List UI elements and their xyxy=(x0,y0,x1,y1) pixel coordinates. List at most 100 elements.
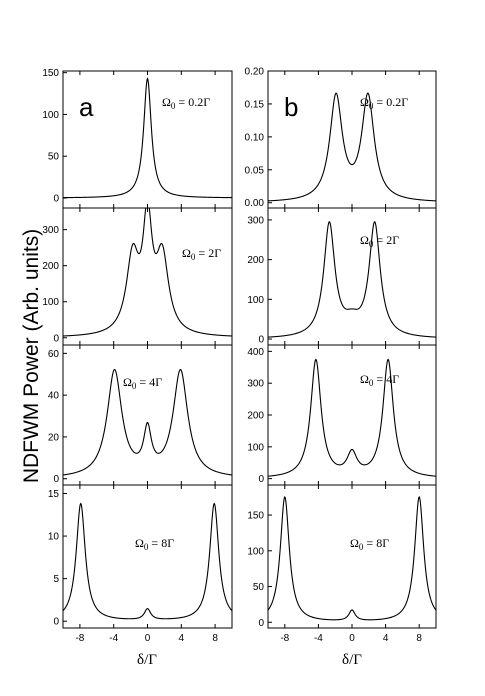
y-tick-label: 100 xyxy=(42,110,59,121)
y-tick-label: 0.20 xyxy=(245,67,265,78)
series-line xyxy=(62,77,233,199)
x-tick-label: 0 xyxy=(145,633,151,644)
annotation-symbol: Ω xyxy=(135,536,144,550)
rabi-frequency-annotation: Ω0 = 0.2Γ xyxy=(360,95,408,111)
annotation-symbol: Ω xyxy=(360,95,369,109)
x-tick-label: -8 xyxy=(75,633,84,644)
y-tick-label: 5 xyxy=(53,574,59,585)
annotation-value: = 8Γ xyxy=(148,536,174,550)
annotation-value: = 4Γ xyxy=(136,375,162,389)
y-tick-label: 200 xyxy=(42,261,59,272)
panel-b-1: 0.00 0.05 0.10 0.15 0.20 b Ω0 = 0.2Γ xyxy=(245,67,437,209)
x-tick-label: 8 xyxy=(416,633,422,644)
y-tick-label: 0 xyxy=(53,333,59,344)
annotation-subscript: 0 xyxy=(191,252,196,262)
annotation-symbol: Ω xyxy=(360,233,369,247)
panel-label: a xyxy=(79,92,94,122)
y-tick-label: 50 xyxy=(253,582,265,593)
annotation-subscript: 0 xyxy=(359,542,364,552)
series-line xyxy=(62,502,233,620)
annotation-symbol: Ω xyxy=(350,536,359,550)
y-tick-label: 100 xyxy=(247,295,264,306)
y-tick-label: 15 xyxy=(48,489,60,500)
x-tick-label: -4 xyxy=(314,633,323,644)
x-axis-label-b: δ/Γ xyxy=(342,652,362,668)
y-tick-label: 0 xyxy=(53,617,59,628)
x-tick-label: -4 xyxy=(109,633,118,644)
y-tick-label: 40 xyxy=(48,391,60,402)
y-tick-label: 0.00 xyxy=(245,198,265,209)
annotation-symbol: Ω xyxy=(162,95,171,109)
y-tick-label: 400 xyxy=(247,347,264,358)
y-tick-label: 0 xyxy=(258,335,264,346)
y-tick-label: 300 xyxy=(42,225,59,236)
y-tick-label: 100 xyxy=(247,442,264,453)
y-axis-label: NDFWM Power (Arb. units) xyxy=(20,229,43,483)
series-line xyxy=(267,358,437,477)
x-tick-label: 8 xyxy=(212,633,218,644)
plot-frame xyxy=(62,484,233,629)
annotation-subscript: 0 xyxy=(132,381,137,391)
y-tick-label: 0.15 xyxy=(245,99,265,110)
series-line xyxy=(267,92,437,202)
y-tick-label: 100 xyxy=(247,546,264,557)
panel-label: b xyxy=(284,92,298,122)
plot-frame xyxy=(267,484,437,629)
annotation-value: = 8Γ xyxy=(363,536,389,550)
y-tick-label: 150 xyxy=(247,511,264,522)
y-tick-label: 150 xyxy=(42,68,59,79)
rabi-frequency-annotation: Ω0 = 4Γ xyxy=(360,372,399,388)
series-line xyxy=(62,368,233,476)
x-tick-label: 4 xyxy=(179,633,185,644)
panel-b-3: 0 100 200 300 400 Ω0 = 4Γ xyxy=(247,344,437,486)
annotation-subscript: 0 xyxy=(144,542,149,552)
y-tick-label: 0.10 xyxy=(245,132,265,143)
y-tick-label: 200 xyxy=(247,411,264,422)
x-tick-label: -8 xyxy=(280,633,289,644)
rabi-frequency-annotation: Ω0 = 2Γ xyxy=(360,233,399,249)
series-line xyxy=(62,207,233,337)
panel-a-3: 0 20 40 60 Ω0 = 4Γ xyxy=(48,344,233,486)
rabi-frequency-annotation: Ω0 = 8Γ xyxy=(135,536,174,552)
annotation-value: = 2Γ xyxy=(195,246,221,260)
x-tick-label: 0 xyxy=(349,633,355,644)
annotation-value: = 0.2Γ xyxy=(373,95,408,109)
annotation-subscript: 0 xyxy=(369,101,374,111)
rabi-frequency-annotation: Ω0 = 8Γ xyxy=(350,536,389,552)
y-tick-label: 100 xyxy=(42,297,59,308)
plot-frame xyxy=(62,207,233,346)
annotation-value: = 2Γ xyxy=(373,233,399,247)
series-line xyxy=(267,495,437,621)
y-tick-label: 60 xyxy=(48,349,60,360)
rabi-frequency-annotation: Ω0 = 4Γ xyxy=(123,375,162,391)
annotation-value: = 0.2Γ xyxy=(175,95,210,109)
rabi-frequency-annotation: Ω0 = 0.2Γ xyxy=(162,95,210,111)
annotation-symbol: Ω xyxy=(360,372,369,386)
y-tick-label: 10 xyxy=(48,532,60,543)
y-tick-label: 0.05 xyxy=(245,165,265,176)
annotation-symbol: Ω xyxy=(123,375,132,389)
series-line xyxy=(267,220,437,338)
y-tick-label: 0 xyxy=(53,193,59,204)
y-tick-label: 20 xyxy=(48,432,60,443)
y-tick-label: 200 xyxy=(247,255,264,266)
y-tick-label: 300 xyxy=(247,215,264,226)
y-tick-label: 50 xyxy=(48,152,60,163)
annotation-subscript: 0 xyxy=(369,378,374,388)
plot-frame xyxy=(267,207,437,346)
y-tick-label: 0 xyxy=(258,618,264,629)
plot-frame xyxy=(267,344,437,486)
annotation-symbol: Ω xyxy=(182,246,191,260)
y-tick-label: 300 xyxy=(247,379,264,390)
annotation-subscript: 0 xyxy=(171,101,176,111)
annotation-subscript: 0 xyxy=(369,239,374,249)
x-tick-label: 4 xyxy=(383,633,389,644)
annotation-value: = 4Γ xyxy=(373,372,399,386)
